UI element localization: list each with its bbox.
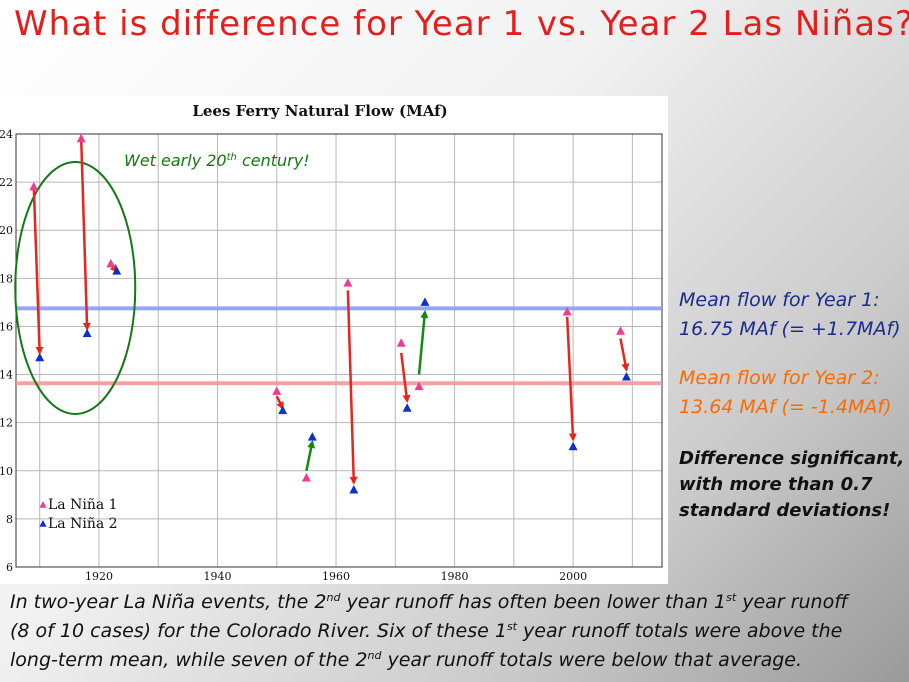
- caption-line-3: long-term mean, while seven of the 2nd y…: [10, 649, 803, 671]
- decrease-arrow: [619, 338, 630, 372]
- x-tick-label: 1960: [322, 570, 350, 583]
- la-nina-1-point: [106, 258, 116, 268]
- y-tick-label: 20: [0, 224, 13, 237]
- mean-year2-label: Mean flow for Year 2:: [679, 367, 880, 389]
- la-nina-1-point: [343, 278, 353, 287]
- la-nina-1-point: [562, 307, 572, 316]
- y-tick-label: 22: [0, 176, 13, 189]
- x-tick-label: 2000: [559, 570, 587, 583]
- la-nina-1-point: [76, 133, 86, 143]
- wet-early-century-annotation: Wet early 20th century!: [124, 151, 310, 170]
- x-tick-label: 1940: [204, 570, 232, 583]
- la-nina-1-point: [616, 326, 626, 335]
- legend-label-2: La Niña 2: [48, 516, 118, 532]
- y-tick-label: 24: [0, 128, 13, 141]
- y-tick-label: 8: [6, 513, 13, 526]
- la-nina-1-point: [272, 386, 282, 395]
- chart-title: Lees Ferry Natural Flow (MAf): [192, 102, 447, 120]
- increase-arrow: [305, 439, 316, 472]
- caption-line-1: In two-year La Niña events, the 2nd year…: [10, 591, 848, 613]
- early-century-circle: [14, 160, 137, 415]
- legend-marker-2: [39, 520, 47, 527]
- la-nina-2-point: [349, 485, 359, 494]
- mean-year2-value: 13.64 MAf (= -1.4MAf): [679, 396, 892, 418]
- mean-year1-value: 16.75 MAf (= +1.7MAf): [679, 318, 901, 340]
- decrease-arrow: [565, 316, 577, 442]
- la-nina-2-point: [621, 371, 631, 381]
- la-nina-2-point: [112, 266, 122, 275]
- y-tick-label: 10: [0, 465, 13, 478]
- la-nina-2-point: [82, 328, 92, 338]
- y-tick-label: 12: [0, 417, 13, 430]
- y-tick-label: 16: [0, 320, 13, 333]
- decrease-arrow: [275, 395, 284, 411]
- legend-marker-1: [39, 501, 47, 508]
- la-nina-1-point: [29, 181, 39, 191]
- la-nina-1-point: [414, 381, 424, 391]
- increase-arrow: [417, 310, 429, 375]
- la-nina-2-point: [307, 432, 317, 441]
- la-nina-2-point: [35, 352, 45, 362]
- decrease-arrow: [32, 186, 44, 355]
- mean-year1-note: Mean flow for Year 1: 16.75 MAf (= +1.7M…: [679, 286, 901, 344]
- chart-background: [0, 96, 668, 584]
- significance-line-1: Difference significant,: [679, 448, 905, 469]
- caption: In two-year La Niña events, the 2nd year…: [10, 588, 906, 675]
- la-nina-2-point: [278, 405, 288, 415]
- significance-line-3: standard deviations!: [679, 500, 891, 521]
- slide-title: What is difference for Year 1 vs. Year 2…: [14, 4, 909, 44]
- caption-line-2: (8 of 10 cases) for the Colorado River. …: [10, 620, 843, 642]
- significance-line-2: with more than 0.7: [679, 474, 873, 495]
- y-tick-label: 6: [6, 561, 13, 574]
- significance-note: Difference significant, with more than 0…: [679, 446, 904, 524]
- mean-year2-note: Mean flow for Year 2: 13.64 MAf (= -1.4M…: [679, 364, 892, 422]
- la-nina-2-point: [420, 297, 430, 306]
- legend-label-1: La Niña 1: [48, 497, 118, 513]
- decrease-arrow: [79, 138, 91, 331]
- y-tick-label: 14: [0, 369, 13, 382]
- decrease-arrow: [399, 352, 411, 404]
- la-nina-2-point: [568, 441, 578, 451]
- plot-border: [15, 133, 663, 568]
- y-tick-label: 18: [0, 272, 13, 285]
- mean-year1-label: Mean flow for Year 1:: [679, 289, 880, 311]
- x-tick-label: 1980: [441, 570, 469, 583]
- x-tick-label: 1920: [85, 570, 113, 583]
- la-nina-1-point: [396, 338, 406, 347]
- la-nina-2-point: [402, 403, 412, 412]
- decrease-arrow: [346, 290, 358, 485]
- la-nina-1-point: [301, 472, 311, 482]
